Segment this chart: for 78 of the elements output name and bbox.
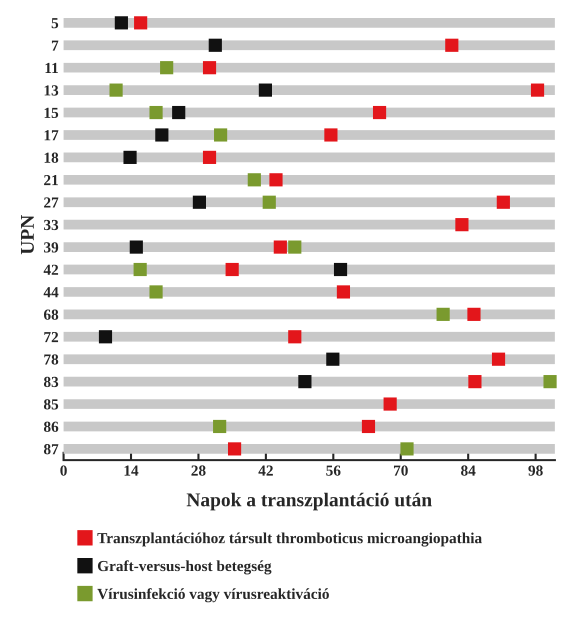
point [468,375,482,388]
x-tick-label: 0 [60,465,67,476]
point [467,308,481,321]
y-tick-label: 5 [52,18,58,28]
point [324,128,338,142]
point [192,196,206,209]
y-tick-label: 83 [44,376,58,388]
point [214,128,228,142]
point [202,150,216,164]
point [208,38,222,52]
point [288,240,302,254]
point [98,330,112,344]
point [334,262,348,276]
x-tick-label: 70 [394,465,408,476]
y-tick-label: 7 [52,40,58,51]
point [530,84,544,97]
point [445,38,458,52]
y-tick-label: 15 [44,108,58,118]
x-tick-label: 56 [326,465,341,476]
x-tick-label: 98 [528,465,543,476]
y-tick-label: 21 [44,174,58,186]
x-tick-label: 42 [258,465,273,476]
y-tick-label: 18 [44,152,58,163]
point [134,16,148,30]
y-tick-label: 13 [44,85,58,96]
x-tick-label: 28 [191,465,206,476]
y-tick-label: 27 [44,197,58,208]
point [362,420,376,434]
y-tick-label: 44 [44,287,58,298]
point [384,397,397,411]
point [155,128,168,142]
y-tick-label: 78 [44,354,58,365]
point [372,106,386,120]
point [130,240,143,254]
y-tick-label: 86 [44,422,58,432]
point [114,16,128,30]
point [492,352,506,366]
point [455,218,469,232]
y-axis-title: UPN [21,215,34,254]
point [149,106,163,120]
x-axis-title: Napok a transzplantáció után [186,492,432,510]
point [160,61,174,74]
point [134,262,147,276]
point [298,375,312,388]
point [336,285,350,299]
y-tick-label: 72 [44,332,58,342]
point [228,442,242,456]
point [400,442,414,456]
point [262,196,276,209]
point [123,150,137,164]
y-tick-label: 39 [44,242,58,253]
x-tick-label: 14 [124,465,138,476]
point [172,106,186,120]
point [543,375,557,388]
y-tick-label: 87 [44,444,58,454]
point [258,84,272,97]
point [269,173,283,186]
point [248,173,261,186]
point [226,262,239,276]
legend-label: Vírusinfekció vagy vírusreaktiváció [97,588,329,602]
y-tick-label: 11 [46,62,58,73]
point [109,84,123,97]
legend-label: Transzplantációhoz társult thromboticus microangiopathia [97,532,482,547]
point [436,308,450,321]
x-tick-label: 84 [461,465,476,476]
point [326,352,340,366]
point [202,61,216,74]
y-tick-label: 85 [44,399,58,410]
y-tick-label: 68 [44,309,58,320]
point [213,420,226,434]
y-tick-label: 33 [44,220,58,230]
point [149,285,163,299]
point [496,196,510,209]
y-tick-label: 17 [44,130,58,140]
y-tick-label: 42 [44,264,58,275]
point [288,330,302,344]
point [274,240,287,254]
legend-label: Graft-versus-host betegség [98,560,272,574]
